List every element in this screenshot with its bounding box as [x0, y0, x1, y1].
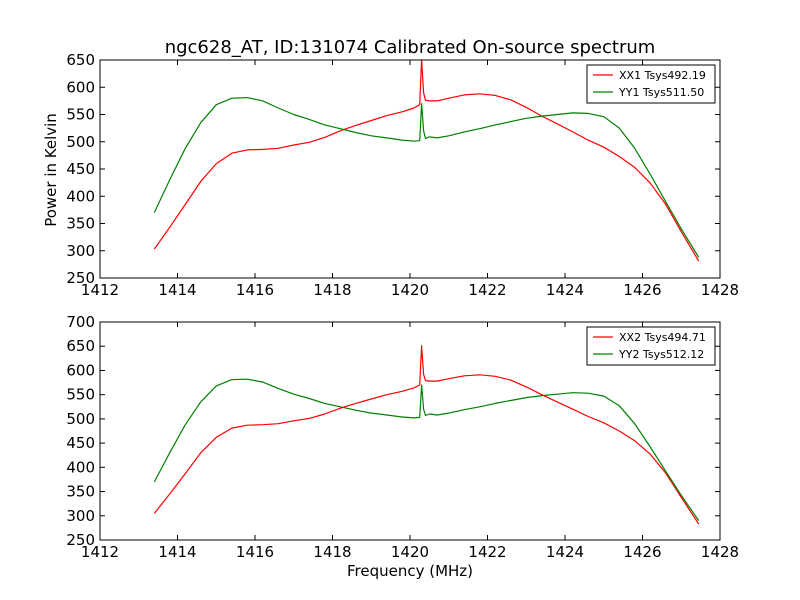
- y-tick-label: 300: [66, 507, 95, 525]
- y-tick-label: 450: [66, 160, 95, 178]
- x-tick-label: 1422: [468, 543, 506, 561]
- legend-box: [586, 326, 716, 366]
- x-tick-label: 1412: [81, 281, 119, 299]
- x-tick-label: 1424: [546, 281, 584, 299]
- legend-label-2: YY2 Tsys512.12: [618, 348, 704, 361]
- x-tick-label: 1416: [236, 543, 274, 561]
- y-tick-label: 650: [66, 337, 95, 355]
- y-tick-label: 600: [66, 78, 95, 96]
- legend-label-1: XX2 Tsys494.71: [619, 331, 706, 344]
- y-tick-label: 250: [66, 531, 95, 549]
- legend: XX2 Tsys494.71 YY2 Tsys512.12: [586, 326, 716, 366]
- y-tick-label: 450: [66, 434, 95, 452]
- x-tick-label: 1428: [701, 543, 739, 561]
- top-ylabel: Power in Kelvin: [42, 113, 60, 227]
- legend: XX1 Tsys492.19 YY1 Tsys511.50: [586, 64, 716, 104]
- legend-label-2: YY1 Tsys511.50: [618, 86, 704, 99]
- x-tick-label: 1412: [81, 543, 119, 561]
- x-tick-label: 1416: [236, 281, 274, 299]
- x-tick-label: 1418: [313, 281, 351, 299]
- y-tick-label: 350: [66, 215, 95, 233]
- x-tick-label: 1426: [623, 543, 661, 561]
- x-tick-label: 1414: [158, 543, 196, 561]
- y-tick-label: 350: [66, 483, 95, 501]
- legend-box: [586, 64, 716, 104]
- x-tick-label: 1422: [468, 281, 506, 299]
- x-tick-label: 1428: [701, 281, 739, 299]
- chart-title: ngc628_AT, ID:131074 Calibrated On-sourc…: [165, 37, 656, 58]
- x-tick-label: 1426: [623, 281, 661, 299]
- series-line-1: [153, 59, 700, 262]
- series-line-2: [153, 378, 700, 521]
- y-tick-label: 700: [66, 313, 95, 331]
- x-tick-label: 1424: [546, 543, 584, 561]
- y-tick-label: 250: [66, 269, 95, 287]
- x-tick-label: 1420: [391, 543, 429, 561]
- x-tick-label: 1414: [158, 281, 196, 299]
- y-tick-label: 500: [66, 133, 95, 151]
- y-tick-label: 300: [66, 242, 95, 260]
- y-tick-label: 550: [66, 106, 95, 124]
- series-line-2: [153, 96, 700, 258]
- series-line-1: [153, 345, 700, 525]
- y-tick-label: 600: [66, 361, 95, 379]
- y-tick-label: 550: [66, 386, 95, 404]
- y-tick-label: 400: [66, 458, 95, 476]
- bottom-xlabel: Frequency (MHz): [347, 562, 473, 580]
- x-tick-label: 1420: [391, 281, 429, 299]
- y-tick-label: 500: [66, 410, 95, 428]
- y-tick-label: 650: [66, 51, 95, 69]
- x-tick-label: 1418: [313, 543, 351, 561]
- bottom-plot: 1412 1414 1416 1418 1420 1422 1424 1426 1428 250 3…: [66, 313, 739, 561]
- y-tick-label: 400: [66, 187, 95, 205]
- top-plot: 1412 1414 1416 1418 1420 1422 1424 1426 1428 250 3…: [66, 51, 739, 299]
- legend-label-1: XX1 Tsys492.19: [619, 69, 706, 82]
